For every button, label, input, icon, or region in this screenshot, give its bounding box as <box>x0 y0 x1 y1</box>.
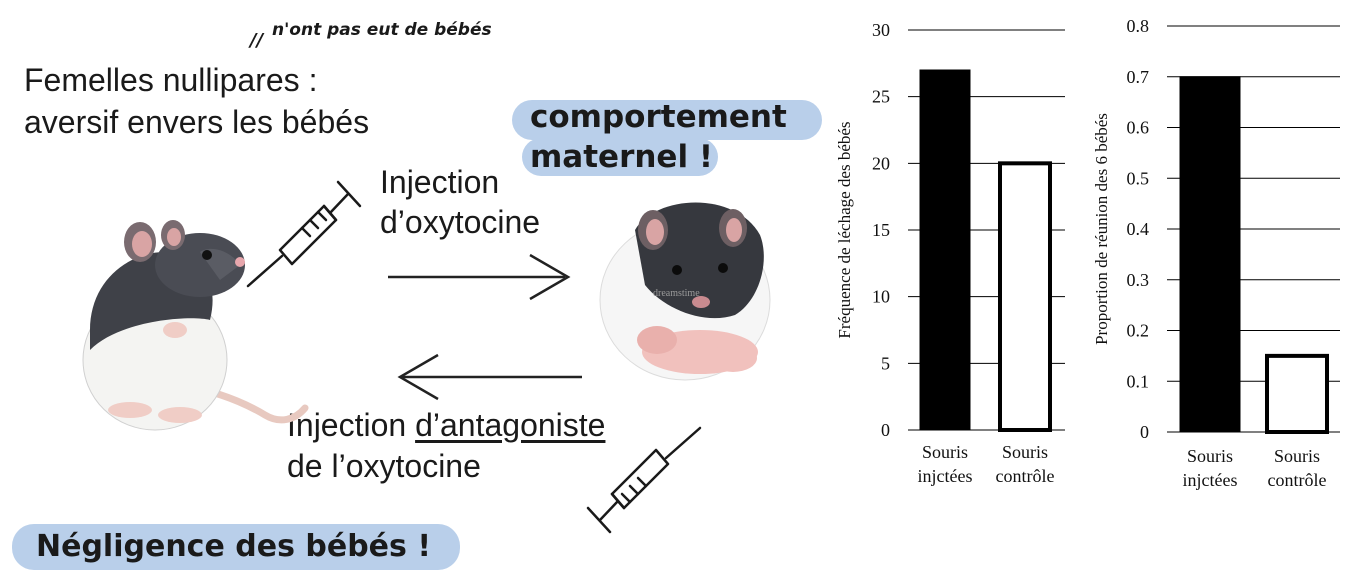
maternal-behaviour-line1: comportement <box>530 99 787 135</box>
injection-antagonist-underlined: d’antagoniste <box>415 407 606 443</box>
y-tick-label: 0.6 <box>1127 118 1150 138</box>
injection-oxytocin-line2: d’oxytocine <box>380 204 541 240</box>
y-tick-label: 0 <box>1140 422 1149 442</box>
x-tick-label: contrôle <box>1268 470 1327 490</box>
arrow-right-icon <box>388 253 571 301</box>
rat-left-illustration <box>82 220 309 431</box>
x-tick-label: contrôle <box>996 466 1055 486</box>
y-tick-label: 0.5 <box>1127 168 1150 188</box>
x-tick-label: Souris <box>1187 446 1233 466</box>
y-axis-label: Fréquence de léchage des bébés <box>835 121 854 338</box>
maternal-behaviour-pill-top <box>512 100 822 140</box>
arrow-left-icon <box>397 353 582 401</box>
x-tick-label: Souris <box>922 442 968 462</box>
y-tick-label: 5 <box>881 353 890 373</box>
y-tick-label: 15 <box>872 220 890 240</box>
neglect-pill <box>12 524 460 570</box>
chart-licking-frequency: 0 5 10 15 20 25 30 Fréquence de léchage des béb… <box>835 20 1065 486</box>
y-tick-label: 0.8 <box>1127 16 1150 36</box>
injection-antagonist-prefix: Injection <box>287 407 416 443</box>
maternal-behaviour-line2: maternel ! <box>530 139 714 175</box>
nulliparous-annotation: n'ont pas eut de bébés <box>272 20 492 40</box>
injection-antagonist-line1: Injection d’antagoniste <box>287 405 605 445</box>
bar-control <box>998 161 1052 432</box>
rat-mother-pups-illustration: dreamstime <box>599 202 771 381</box>
annotation-tick-icon: // <box>250 30 264 51</box>
y-tick-label: 30 <box>872 20 890 40</box>
y-tick-label: 0.7 <box>1127 67 1150 87</box>
y-tick-label: 0.1 <box>1127 371 1150 391</box>
neglect-label: Négligence des bébés ! <box>36 529 431 564</box>
bar-control <box>1265 353 1329 434</box>
heading-line2: aversif envers les bébés <box>24 104 370 140</box>
y-tick-label: 20 <box>872 153 890 173</box>
heading-line1: Femelles nullipares : <box>24 62 318 98</box>
y-axis-label: Proportion de réunion des 6 bébés <box>1092 113 1111 345</box>
x-tick-label: Souris <box>1002 442 1048 462</box>
y-tick-label: 10 <box>872 287 890 307</box>
syringe-bottom-icon <box>586 426 702 534</box>
watermark-text: dreamstime <box>653 288 700 299</box>
syringe-top-icon <box>246 180 362 288</box>
x-tick-label: injctées <box>1183 470 1238 490</box>
y-tick-label: 0.2 <box>1127 321 1150 341</box>
y-tick-label: 0.3 <box>1127 270 1150 290</box>
chart-pup-retrieval: 0 0.1 0.2 0.3 0.4 0.5 0.6 0.7 0.8 Proportion de r… <box>1092 16 1340 490</box>
bar-injected <box>919 69 971 431</box>
x-tick-label: injctées <box>918 466 973 486</box>
injection-antagonist-line2: de l’oxytocine <box>287 448 481 484</box>
injection-oxytocin-line1: Injection <box>380 164 500 200</box>
y-tick-label: 25 <box>872 87 890 107</box>
y-tick-label: 0 <box>881 420 890 440</box>
bar-injected <box>1179 76 1241 433</box>
y-tick-label: 0.4 <box>1127 219 1150 239</box>
x-tick-label: Souris <box>1274 446 1320 466</box>
maternal-behaviour-pill-bottom <box>522 138 718 176</box>
